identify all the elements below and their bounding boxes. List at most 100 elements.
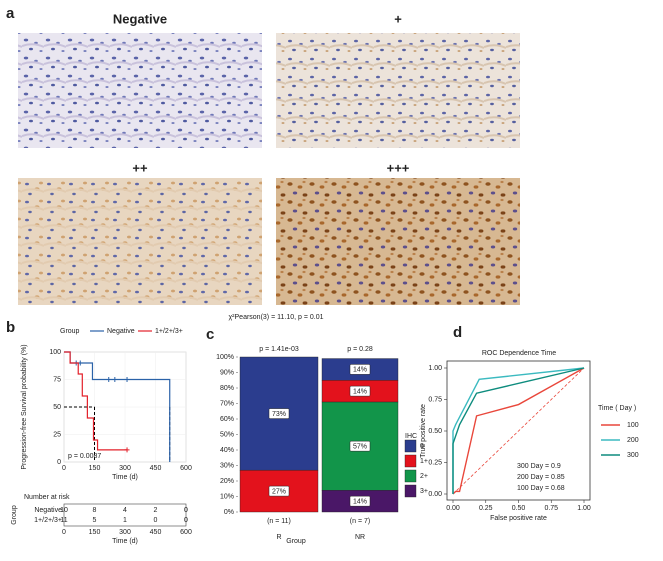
roc-curve	[452, 367, 585, 494]
y-tick-label: 75	[53, 376, 61, 383]
x-tick-label: 300	[119, 529, 131, 536]
x-tick-label: 150	[89, 465, 101, 472]
x-tick-label: 0	[62, 529, 66, 536]
y-tick-label: 10%	[220, 493, 234, 500]
category-count: (n = 11)	[267, 518, 291, 525]
y-tick-label: 50%	[220, 431, 234, 438]
panel-label: b	[6, 319, 15, 336]
x-tick-label: 0	[62, 465, 66, 472]
image-label: +	[394, 11, 402, 26]
reference-diagonal	[452, 367, 585, 495]
risk-count: 8	[93, 507, 97, 514]
y-tick-label: 90%	[220, 369, 234, 376]
y-axis-label: Group	[11, 505, 18, 525]
image-label: ++	[132, 160, 148, 175]
x-tick-label: 1.00	[577, 505, 591, 512]
value-label: 14%	[353, 498, 367, 505]
x-tick-label: 150	[89, 529, 101, 536]
risk-row-label: Negative	[34, 507, 62, 514]
y-tick-label: 40%	[220, 447, 234, 454]
value-label: 14%	[353, 388, 367, 395]
p-value: p = 0.0087	[68, 453, 101, 460]
y-tick-label: 1.00	[428, 365, 442, 372]
label-box	[349, 440, 371, 452]
y-tick-label: 0%	[224, 509, 234, 516]
value-label: 57%	[353, 443, 367, 450]
legend-label: 3+	[420, 488, 428, 495]
y-tick-label: 0.75	[428, 396, 442, 403]
x-tick-label: 0.25	[479, 505, 493, 512]
legend-label: 1+	[420, 458, 428, 465]
y-tick-label: 0	[57, 459, 61, 466]
value-label: 73%	[272, 411, 286, 418]
risk-count: 4	[123, 507, 127, 514]
legend-label: 300	[627, 452, 639, 459]
category-note: p = 1.41e-03	[259, 346, 299, 353]
chart-title: χ²Pearson(3) = 11.10, p = 0.01	[229, 314, 324, 321]
legend-label: 2+	[420, 473, 428, 480]
histology-image	[18, 178, 262, 305]
label-box	[349, 364, 371, 375]
legend-label: 1+/2+/3+	[155, 328, 183, 335]
censor-mark	[112, 377, 118, 382]
y-tick-label: 30%	[220, 462, 234, 469]
legend-title: IHC	[405, 433, 417, 440]
risk-table-title: Number at risk	[24, 494, 70, 501]
censor-mark	[124, 447, 130, 453]
y-tick-label: 80%	[220, 385, 234, 392]
legend-swatch	[404, 469, 417, 483]
y-tick-label: 0.25	[428, 459, 442, 466]
auc-label: 200 Day = 0.85	[517, 474, 565, 481]
panel-label: c	[206, 326, 214, 343]
risk-count: 11	[60, 517, 67, 524]
y-tick-label: 25	[53, 431, 61, 438]
censor-mark	[106, 377, 112, 382]
y-tick-label: 0.50	[428, 428, 442, 435]
y-tick-label: 100	[49, 349, 61, 356]
legend-label: 100	[627, 422, 639, 429]
y-tick-label: 70%	[220, 400, 234, 407]
y-tick-label: 60%	[220, 416, 234, 423]
image-label: +++	[387, 160, 410, 175]
risk-count: 5	[93, 517, 97, 524]
x-tick-label: 300	[119, 465, 131, 472]
risk-table-frame	[63, 503, 187, 527]
label-box	[349, 385, 371, 397]
x-tick-label: NR	[355, 534, 365, 541]
panel-label: a	[6, 5, 15, 22]
panel-label: d	[453, 324, 462, 341]
x-tick-label: 0.00	[446, 505, 460, 512]
x-tick-label: R	[276, 534, 281, 541]
y-tick-label: 100%	[216, 354, 234, 361]
label-box	[268, 485, 290, 497]
risk-count: 1	[123, 517, 127, 524]
censor-mark	[124, 377, 130, 382]
legend-swatch	[404, 454, 417, 468]
risk-count: 0	[184, 507, 188, 514]
x-axis-label: Time (d)	[112, 538, 138, 545]
y-tick-label: 20%	[220, 478, 234, 485]
label-box	[349, 495, 371, 507]
x-tick-label: 450	[150, 465, 162, 472]
legend-label: 200	[627, 437, 639, 444]
value-label: 14%	[353, 367, 367, 374]
y-tick-label: 0.00	[428, 491, 442, 498]
y-tick-label: 50	[53, 404, 61, 411]
legend-label: Negative	[107, 328, 135, 335]
x-tick-label: 600	[180, 465, 192, 472]
risk-count: 10	[60, 507, 68, 514]
legend-title: Group	[60, 328, 80, 335]
risk-count: 2	[154, 507, 158, 514]
y-axis-label: True positive rate	[420, 404, 427, 458]
auc-label: 100 Day = 0.68	[517, 485, 565, 492]
legend-swatch	[404, 439, 417, 453]
roc-curve	[452, 367, 585, 495]
histology-image	[276, 33, 520, 148]
x-axis-label: False positive rate	[490, 515, 547, 522]
histology-image	[276, 178, 520, 305]
risk-row-label: 1+/2+/3+	[34, 517, 62, 524]
y-axis-label: Progression-free Survival probability (%…	[21, 344, 28, 469]
category-count: (n = 7)	[350, 518, 370, 525]
legend-swatch	[404, 484, 417, 498]
x-axis-label: Time (d)	[112, 474, 138, 481]
